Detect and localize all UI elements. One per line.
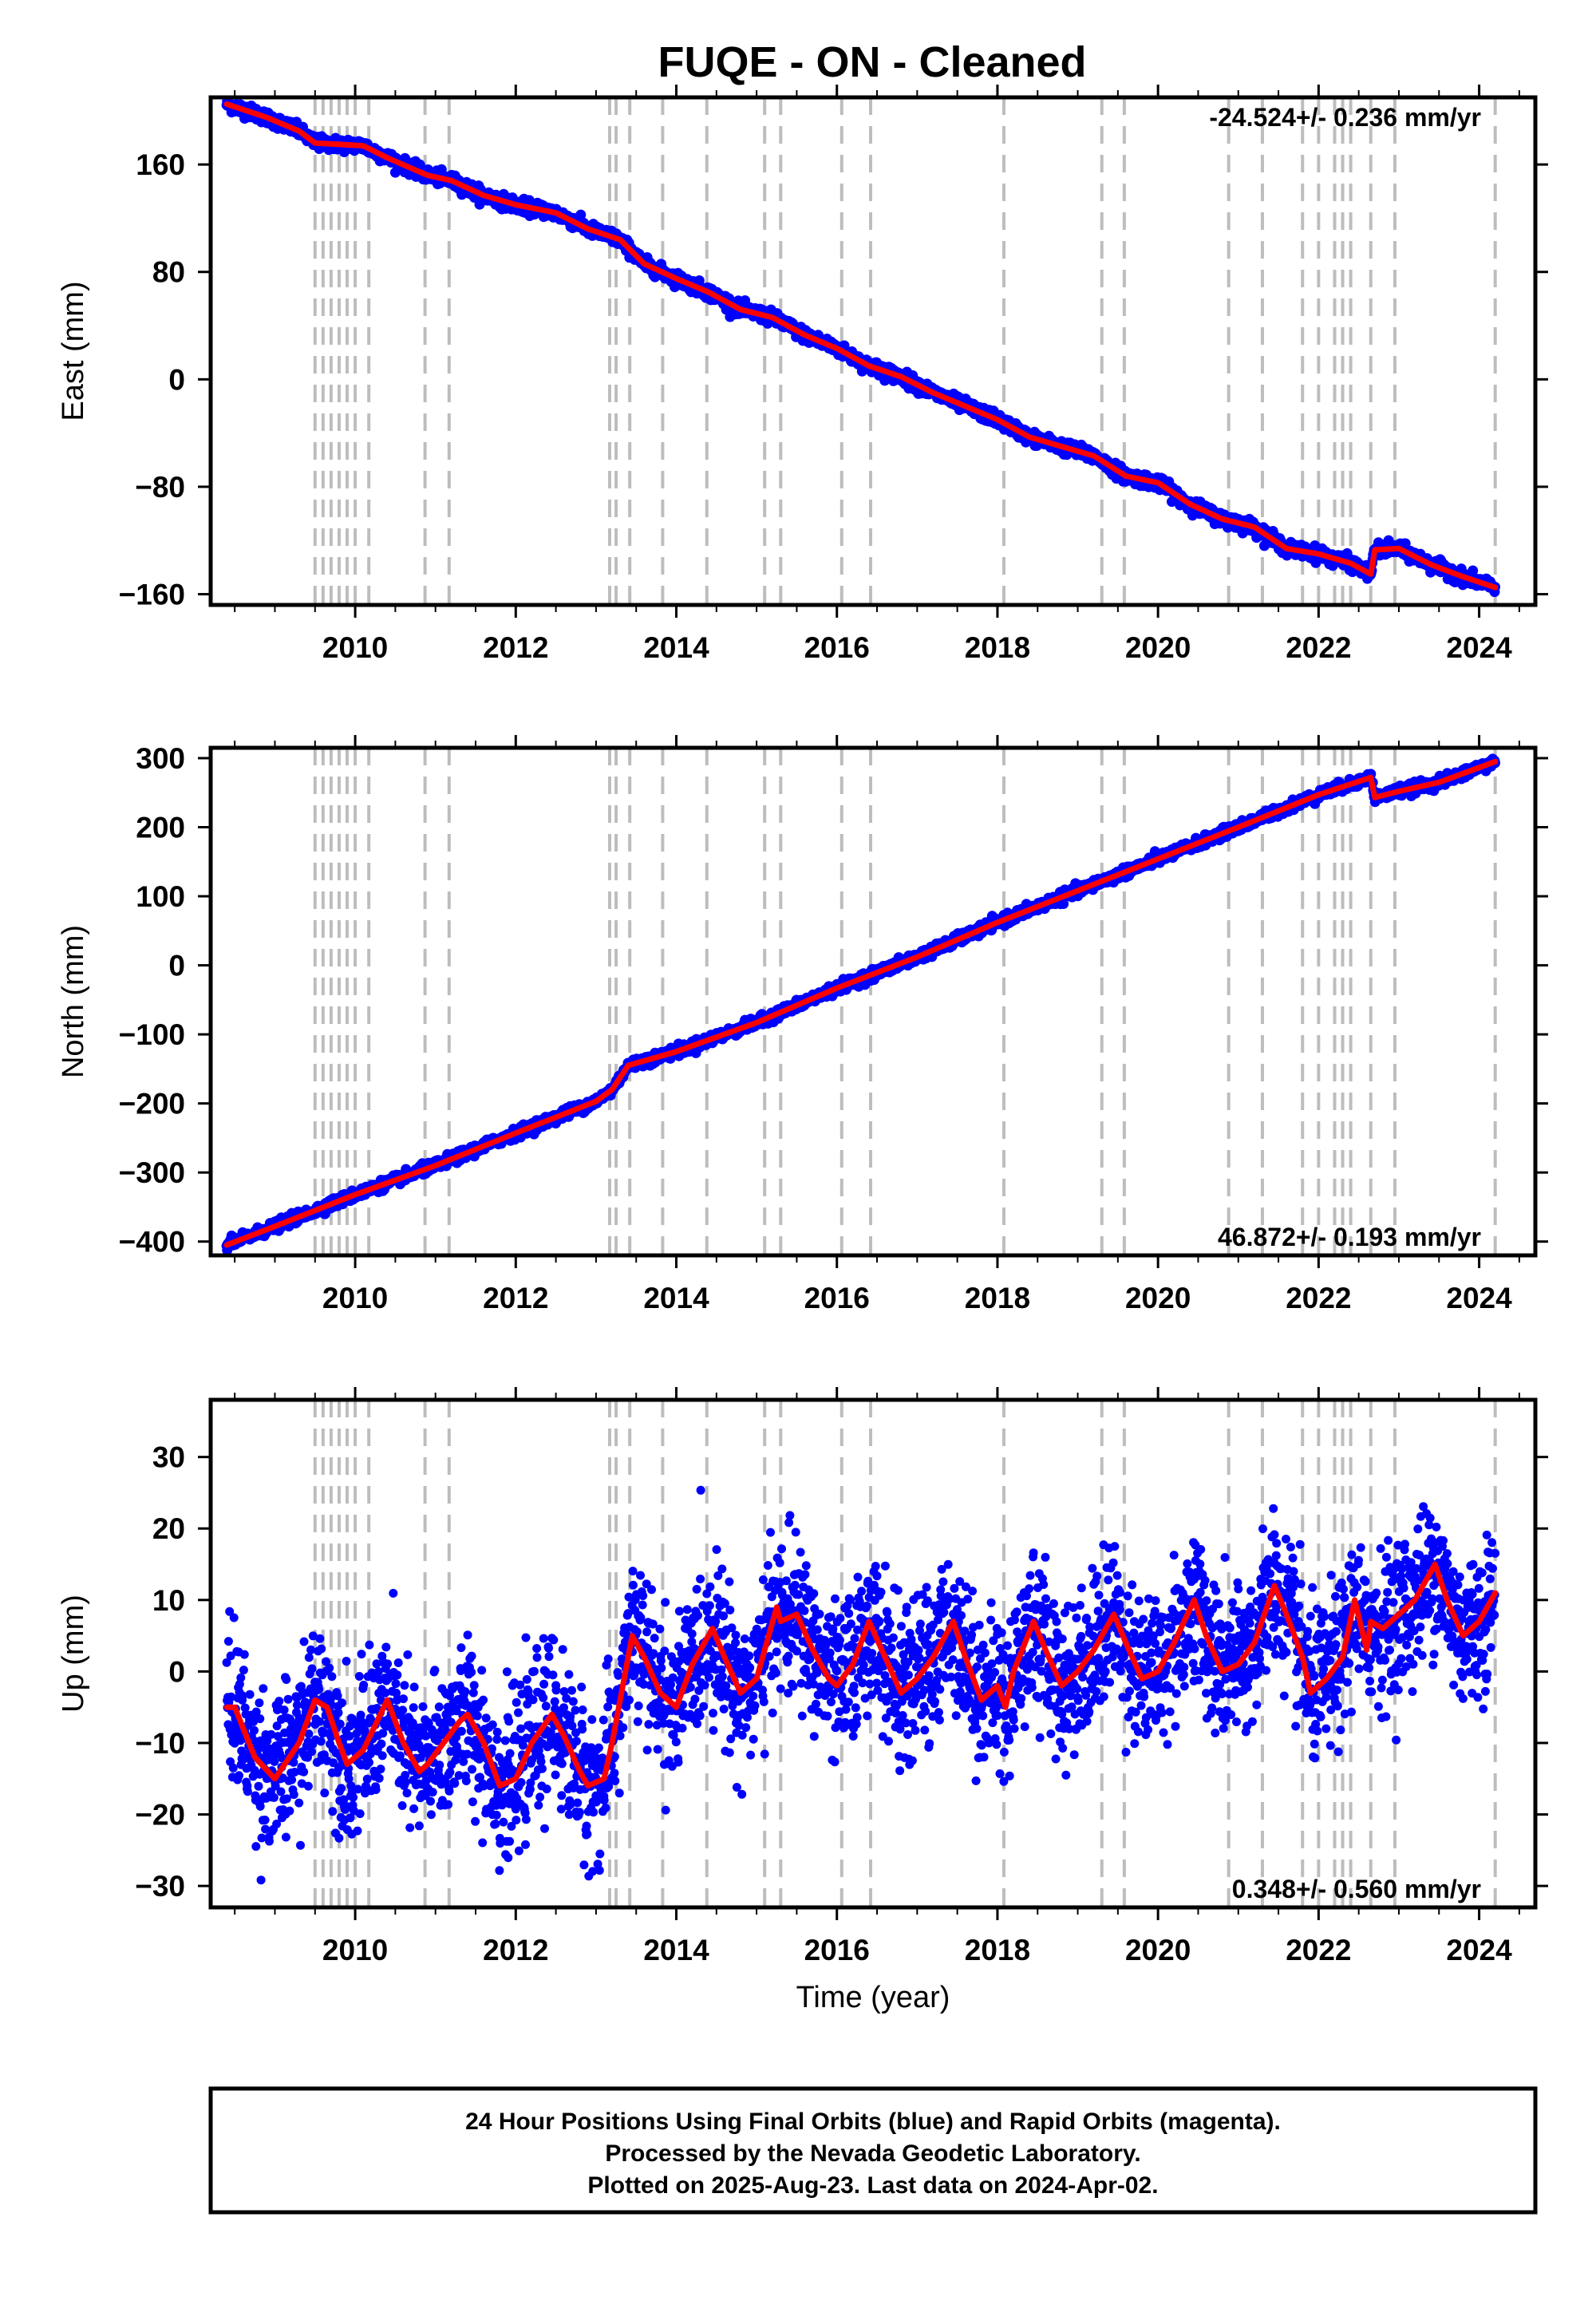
x-tick-label: 2020: [1125, 631, 1191, 664]
y-tick-label: 80: [152, 256, 185, 289]
x-tick-label: 2014: [643, 631, 709, 664]
x-tick-label: 2024: [1446, 631, 1512, 664]
y-axis-label: East (mm): [57, 281, 90, 421]
y-tick-label: −80: [135, 471, 185, 504]
x-tick-label: 2018: [965, 631, 1030, 664]
x-tick-label: 2022: [1286, 631, 1351, 664]
figure-title: FUQE - ON - Cleaned: [658, 38, 1086, 86]
x-tick-label: 2016: [804, 631, 870, 664]
rate-annotation: -24.524+/- 0.236 mm/yr: [1209, 103, 1481, 132]
y-tick-label: 160: [136, 148, 185, 181]
x-tick-label: 2010: [322, 631, 388, 664]
plot-area: [221, 748, 1500, 1255]
x-tick-label: 2012: [483, 631, 548, 664]
north-panel: 2010 2012 2014 2016 2018 2020 2022 2024−400−300…: [57, 735, 1548, 1314]
model-line: [223, 101, 1499, 591]
plot-frame: [208, 95, 1538, 607]
y-tick-label: 0: [168, 363, 185, 396]
plot-area: [221, 97, 1500, 605]
y-tick-label: −160: [119, 579, 185, 611]
data-point: [575, 209, 587, 220]
east-panel: 2010 2012 2014 2016 2018 2020 2022 2024 −160 −80 0…: [57, 85, 1548, 664]
